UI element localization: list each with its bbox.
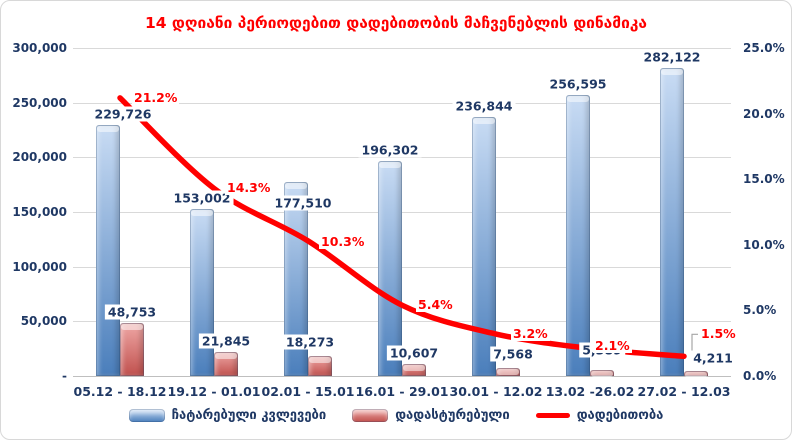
- positivity-value-label: 2.1%: [593, 338, 632, 354]
- gridline: [73, 266, 731, 268]
- positivity-value-label: 1.5%: [699, 326, 738, 342]
- legend-label: დადასტურებული: [395, 408, 510, 423]
- x-axis-label: 13.02 -26.02: [545, 384, 635, 399]
- bar-confirmed: [684, 371, 708, 378]
- legend-swatch-tests: [128, 409, 165, 422]
- left-axis-tick: 300,000: [12, 41, 67, 55]
- tests-value-label: 196,302: [358, 142, 422, 158]
- bar-confirmed: [496, 367, 520, 376]
- right-axis-tick: 15.0%: [743, 172, 785, 187]
- legend: ჩატარებული კვლევები დადასტურებული დადებითო…: [1, 408, 791, 423]
- legend-label: დადებითობა: [576, 408, 664, 423]
- left-axis-tick: 150,000: [12, 205, 67, 219]
- bar-confirmed: [402, 364, 426, 376]
- x-axis-line: [73, 376, 731, 377]
- right-axis-tick: 10.0%: [743, 237, 785, 252]
- positivity-value-label: 3.2%: [511, 326, 550, 342]
- legend-swatch-positivity-line: [535, 413, 570, 418]
- bar-confirmed: [214, 352, 238, 376]
- tests-value-label: 282,122: [640, 49, 704, 65]
- confirmed-value-label: 21,845: [198, 333, 254, 349]
- bar-tests: [566, 95, 590, 376]
- left-axis-tick: 100,000: [12, 259, 67, 274]
- bar-confirmed: [308, 356, 332, 376]
- left-axis-tick: 200,000: [12, 150, 67, 165]
- gridline: [73, 48, 731, 49]
- x-axis-label: 16.01 - 29.01: [355, 384, 449, 399]
- bar-confirmed: [120, 322, 144, 376]
- legend-item: ჩატარებული კვლევები: [128, 408, 327, 423]
- bar-tests: [190, 208, 214, 376]
- bar-tests: [660, 67, 684, 376]
- confirmed-value-label: 10,607: [386, 345, 442, 361]
- legend-item: დადასტურებული: [352, 408, 510, 423]
- legend-label: ჩატარებული კვლევები: [171, 408, 327, 423]
- tests-value-label: 236,844: [452, 98, 516, 114]
- left-axis-tick: 250,000: [12, 95, 67, 110]
- x-axis-label: 30.01 - 12.02: [449, 384, 543, 399]
- positivity-value-label: 21.2%: [132, 89, 180, 105]
- confirmed-value-label: 7,568: [490, 346, 536, 362]
- positivity-value-label: 14.3%: [225, 180, 273, 196]
- left-axis-tick: -: [62, 369, 67, 383]
- tests-value-label: 177,510: [271, 195, 335, 211]
- legend-swatch-confirmed: [352, 409, 389, 422]
- x-axis-label: 19.12 - 01.01: [167, 384, 261, 399]
- chart-title: 14 დღიანი პერიოდებით დადებითობის მაჩვენე…: [144, 14, 648, 32]
- right-axis-tick: 5.0%: [743, 303, 777, 318]
- positivity-value-label: 10.3%: [319, 233, 367, 249]
- gridline: [73, 212, 731, 213]
- bar-tests: [378, 161, 402, 376]
- confirmed-value-label: 4,211: [690, 350, 736, 366]
- positivity-value-label: 5.4%: [416, 297, 455, 313]
- gridline: [73, 321, 731, 323]
- bar-tests: [472, 117, 496, 376]
- left-axis-tick: 50,000: [20, 314, 67, 329]
- x-axis-label: 27.02 - 12.03: [637, 384, 731, 399]
- x-axis-label: 02.01 - 15.01: [261, 384, 355, 399]
- right-axis-tick: 0.0%: [743, 369, 777, 383]
- legend-item: დადებითობა: [535, 408, 664, 423]
- tests-value-label: 256,595: [546, 76, 610, 92]
- confirmed-value-label: 48,753: [104, 304, 160, 320]
- x-axis-label: 05.12 - 18.12: [73, 384, 167, 399]
- bar-tests: [96, 124, 120, 376]
- bar-confirmed: [590, 370, 614, 377]
- confirmed-value-label: 18,273: [282, 334, 338, 350]
- tests-value-label: 229,726: [91, 106, 155, 122]
- right-axis-tick: 25.0%: [743, 41, 785, 55]
- right-axis-tick: 20.0%: [743, 106, 785, 121]
